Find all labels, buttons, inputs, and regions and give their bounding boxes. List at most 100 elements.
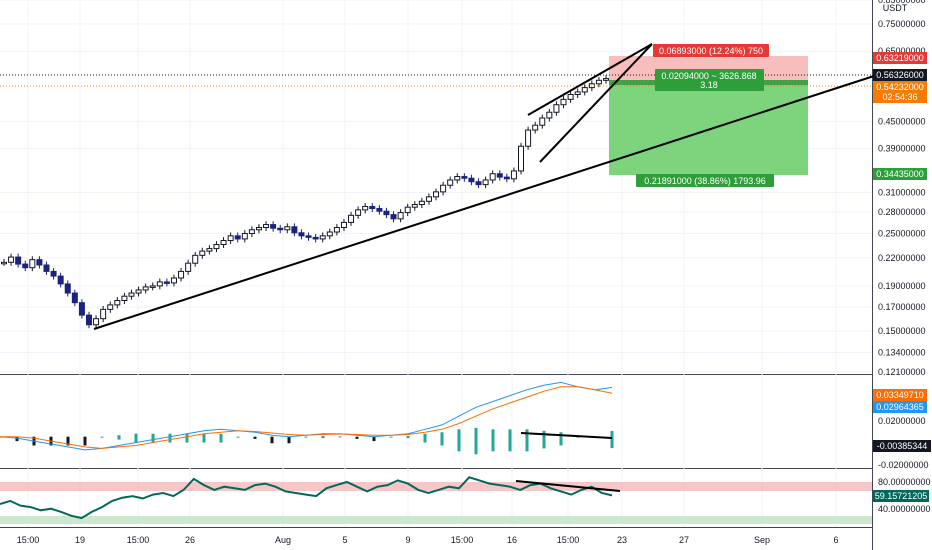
- candle-body: [135, 289, 142, 294]
- candle-body: [390, 214, 397, 220]
- macd-histogram-bar: [423, 433, 427, 443]
- candle-body: [156, 281, 163, 287]
- time-tick-12: Sep: [754, 535, 770, 545]
- candle-body: [234, 235, 241, 240]
- candle-body: [567, 94, 574, 100]
- candle-body: [525, 129, 532, 147]
- candle-body: [319, 235, 326, 240]
- entry-price-tag: [873, 81, 927, 103]
- candle-body: [326, 231, 333, 237]
- candle-body: [50, 270, 57, 277]
- gridlines: [0, 0, 872, 527]
- macd-tick-1: -0.02000000: [878, 460, 929, 470]
- candle-body: [178, 270, 185, 279]
- candle-body: [107, 304, 114, 310]
- candle-body: [277, 227, 284, 231]
- macd-signal-line: [0, 386, 613, 449]
- pnl-label-line2: 3.18: [700, 80, 718, 90]
- time-tick-3: 26: [185, 535, 195, 545]
- rsi-divergence-line[interactable]: [515, 480, 621, 492]
- trendline-wedge-upper[interactable]: [527, 43, 653, 116]
- macd-histogram-bar: [440, 432, 444, 446]
- candle-body: [581, 87, 588, 93]
- price-tick-2: 0.65000000: [878, 46, 926, 56]
- time-tick-1: 19: [75, 535, 85, 545]
- candle-body: [22, 263, 29, 269]
- macd-histogram-bar: [202, 433, 206, 443]
- macd-histogram-bar: [304, 436, 308, 438]
- target-zone-label-box: [636, 174, 774, 187]
- price-tick-8: 0.22000000: [878, 253, 926, 263]
- candle-body: [603, 78, 609, 81]
- pnl-label-box: [655, 69, 764, 91]
- macd-histogram-bar: [219, 433, 223, 443]
- candle-body: [447, 179, 454, 186]
- macd-histogram-bar: [525, 429, 529, 452]
- price-tick-0: 0.85000000: [878, 0, 926, 5]
- candle-body: [248, 229, 255, 235]
- time-axis[interactable]: 15:00 19 15:00 26 Aug 5 9 15:00 16 15:00 23 27 Sep 6: [17, 535, 839, 545]
- rsi-value-tag-text: 59.15721205: [875, 491, 928, 501]
- candle-body: [142, 286, 149, 291]
- candle-body: [43, 264, 50, 272]
- macd-histogram-bar: [372, 436, 376, 442]
- macd-histogram-bar: [355, 436, 359, 439]
- histogram-value-tag: [873, 440, 931, 452]
- pnl-label-line1: 0.02094000 ~ 3626.868: [661, 71, 756, 81]
- candle-series: [1, 75, 609, 329]
- price-tick-3: 0.45000000: [878, 116, 926, 126]
- macd-histogram-bar: [457, 429, 461, 452]
- trendline-wedge-lower[interactable]: [539, 43, 653, 163]
- candle-body: [192, 254, 199, 264]
- candle-body: [595, 79, 602, 85]
- time-tick-5: 5: [342, 535, 347, 545]
- price-tick-6: 0.28000000: [878, 207, 926, 217]
- macd-tick-0: 0.02000000: [878, 416, 926, 426]
- candle-body: [496, 173, 503, 178]
- candle-body: [475, 181, 482, 186]
- macd-histogram-bar: [610, 430, 614, 449]
- macd-histogram-bar: [559, 432, 563, 446]
- candle-body: [532, 124, 539, 131]
- candle-body: [454, 176, 461, 181]
- macd-histogram-bar: [576, 436, 580, 438]
- macd-divergence-line[interactable]: [520, 432, 613, 439]
- candle-body: [121, 295, 128, 301]
- stop-zone-label: 0.06893000 (12.24%) 750: [659, 46, 763, 56]
- candle-body: [213, 244, 220, 250]
- candle-body: [369, 206, 376, 210]
- trendline-support[interactable]: [93, 75, 875, 330]
- candle-body: [255, 227, 262, 231]
- stop-price-tag: [873, 168, 927, 180]
- macd-histogram-bar: [66, 436, 70, 446]
- candle-body: [404, 206, 411, 214]
- candle-body: [503, 176, 510, 180]
- price-axis[interactable]: 0.85000000 0.75000000 0.65000000 0.45000000…: [878, 0, 926, 377]
- rsi-overbought-band: [0, 482, 872, 491]
- candle-body: [15, 256, 22, 265]
- candle-body: [312, 236, 319, 240]
- candle-body: [100, 308, 107, 320]
- price-tick-10: 0.17000000: [878, 302, 926, 312]
- rsi-value-tag: [873, 490, 929, 502]
- macd-histogram-bar: [151, 433, 155, 443]
- candle-body: [263, 224, 270, 229]
- candle-body: [128, 292, 135, 297]
- candle-body: [574, 91, 581, 96]
- stop-zone-label-box: [653, 44, 769, 57]
- candle-body: [383, 210, 390, 216]
- macd-histogram-bar: [236, 436, 240, 438]
- rsi-tick-0: 80.00000000: [878, 477, 931, 487]
- candle-body: [560, 98, 567, 106]
- macd-histogram-bar: [100, 436, 104, 438]
- candle-body: [71, 292, 78, 304]
- candle-body: [1, 261, 7, 265]
- entry-price-tag-text: 0.54232000: [876, 82, 924, 92]
- rsi-line: [0, 476, 613, 520]
- candle-body: [114, 299, 121, 306]
- macd-histogram-bar: [270, 436, 274, 444]
- macd-histogram-bar: [168, 433, 172, 443]
- macd-histogram-bar: [406, 435, 410, 439]
- macd-histogram-bar: [287, 436, 291, 444]
